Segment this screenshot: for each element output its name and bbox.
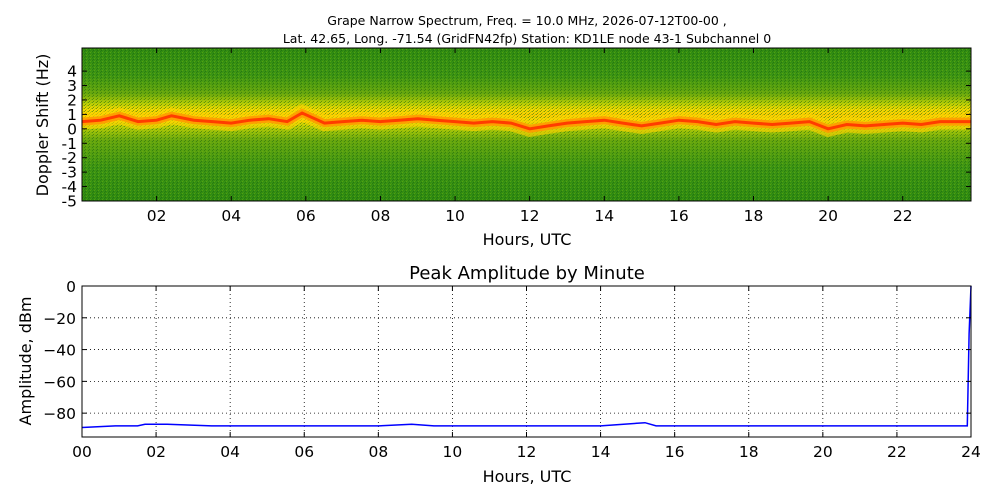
spectrogram-trace-group — [82, 104, 971, 138]
spectrum-title-line-2: Lat. 42.65, Long. -71.54 (GridFN42fp) St… — [283, 31, 771, 46]
amplitude-grid — [82, 286, 971, 437]
spectrogram-x-ticks: 02 04 06 08 10 12 14 16 18 20 22 — [147, 48, 913, 225]
spectrogram-x-axis-label: Hours, UTC — [483, 230, 572, 249]
spectrum-title-line-1: Grape Narrow Spectrum, Freq. = 10.0 MHz,… — [327, 13, 726, 28]
spectrogram-x-tick-label: 22 — [893, 207, 913, 225]
spectrogram-x-tick-label: 18 — [744, 207, 764, 225]
spectrogram-y-tick-label: 3 — [67, 77, 77, 95]
amplitude-y-tick-label: −40 — [43, 342, 76, 360]
amplitude-x-tick-label: 12 — [517, 443, 537, 461]
amplitude-x-tick-label: 22 — [887, 443, 907, 461]
amplitude-y-ticks: 0 −20 −40 −60 −80 — [43, 278, 971, 423]
amplitude-x-tick-label: 10 — [443, 443, 463, 461]
amplitude-x-tick-label: 18 — [739, 443, 759, 461]
amplitude-title: Peak Amplitude by Minute — [409, 263, 645, 284]
amplitude-x-axis-label: Hours, UTC — [483, 467, 572, 486]
spectrogram-x-tick-label: 04 — [221, 207, 241, 225]
spectrogram-x-tick-label: 14 — [594, 207, 614, 225]
spectrogram-x-tick-label: 16 — [669, 207, 689, 225]
amplitude-x-tick-label: 02 — [146, 443, 166, 461]
spectrogram-y-tick-label: -4 — [62, 178, 77, 196]
spectrogram-x-tick-label: 12 — [520, 207, 540, 225]
spectrogram-frame — [81, 47, 972, 202]
spectrogram-y-tick-label: -2 — [62, 149, 77, 167]
spectrogram-y-tick-label: -5 — [62, 193, 77, 211]
amplitude-y-tick-label: −60 — [43, 373, 76, 391]
amplitude-x-tick-label: 08 — [368, 443, 388, 461]
spectrogram-peak-trace — [82, 111, 971, 131]
amplitude-x-ticks: 00 02 04 06 08 10 12 14 16 18 20 22 24 — [72, 286, 981, 461]
amplitude-x-tick-label: 04 — [220, 443, 240, 461]
spectrogram-y-tick-label: -3 — [62, 164, 77, 182]
amplitude-line-group — [81, 285, 972, 429]
spectrogram-y-tick-label: 2 — [67, 91, 77, 109]
amplitude-x-tick-label: 16 — [665, 443, 685, 461]
amplitude-x-tick-label: 20 — [813, 443, 833, 461]
spectrogram-y-tick-label: 4 — [67, 63, 77, 81]
spectrogram-plot — [82, 48, 971, 201]
amplitude-series-line — [81, 285, 972, 429]
spectrogram-y-tick-label: 1 — [67, 106, 77, 124]
amplitude-x-tick-label: 06 — [294, 443, 314, 461]
amplitude-y-tick-label: −20 — [43, 310, 76, 328]
spectrogram-y-tick-label: 0 — [67, 120, 77, 138]
spectrogram-x-tick-label: 20 — [818, 207, 838, 225]
spectrogram-y-tick-label: -1 — [62, 135, 77, 153]
spectrogram-x-tick-label: 06 — [296, 207, 316, 225]
amplitude-y-tick-label: −80 — [43, 405, 76, 423]
amplitude-x-tick-label: 00 — [72, 443, 92, 461]
amplitude-y-axis-label: Amplitude, dBm — [16, 297, 35, 426]
amplitude-x-tick-label: 24 — [961, 443, 981, 461]
amplitude-x-tick-label: 14 — [591, 443, 611, 461]
spectrogram-x-tick-label: 02 — [147, 207, 167, 225]
spectrogram-y-axis-label: Doppler Shift (Hz) — [33, 54, 52, 197]
spectrogram-x-tick-label: 10 — [445, 207, 465, 225]
spectrogram-x-tick-label: 08 — [371, 207, 391, 225]
amplitude-y-tick-label: 0 — [66, 278, 76, 296]
